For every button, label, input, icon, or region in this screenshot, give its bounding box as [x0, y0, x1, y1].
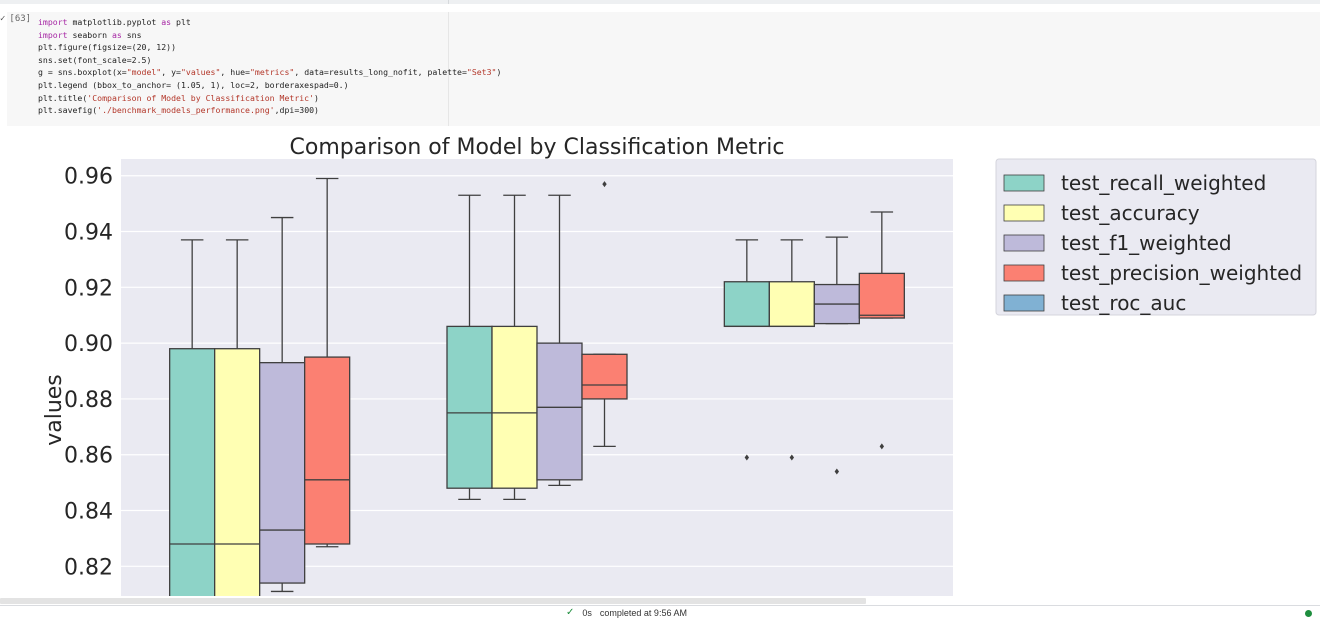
- horizontal-scrollbar[interactable]: [0, 598, 866, 604]
- previous-cell-edge: [0, 0, 1320, 4]
- y-tick-label: 0.92: [64, 276, 113, 301]
- code-cell[interactable]: [7, 12, 1320, 126]
- y-tick-label: 0.88: [64, 388, 113, 413]
- legend-box: [995, 158, 1317, 316]
- legend-swatch: [1003, 264, 1045, 282]
- box-test_recall_weighted: [169, 348, 216, 597]
- execution-count: [63]: [9, 14, 32, 24]
- code-line: sns.set(font_scale=2.5): [38, 54, 501, 67]
- y-tick-label: 0.84: [64, 500, 113, 525]
- outlier-marker: [834, 468, 840, 475]
- code-token: import: [38, 17, 68, 27]
- run-check-icon: ✓: [0, 14, 6, 24]
- boxes-layer: [169, 177, 905, 597]
- chart-title: Comparison of Model by Classification Me…: [290, 135, 785, 160]
- code-editor[interactable]: import matplotlib.pyplot as plt import se…: [38, 16, 501, 117]
- code-line: plt.title('Comparison of Model by Classi…: [38, 92, 501, 105]
- legend-label: test_roc_auc: [1061, 291, 1186, 315]
- status-check-icon: ✓: [566, 607, 575, 618]
- column-divider: [448, 0, 449, 4]
- code-line: plt.figure(figsize=(20, 12)): [38, 41, 501, 54]
- legend-swatch: [1003, 204, 1045, 222]
- y-tick-label: 0.96: [64, 165, 113, 190]
- code-token: , data=results_long_nofit, palette=: [294, 67, 467, 78]
- y-tick-label: 0.86: [64, 444, 113, 469]
- box-test_accuracy: [491, 325, 538, 489]
- completed-time: completed at 9:56 AM: [599, 607, 687, 618]
- box-test_f1_weighted: [259, 362, 306, 584]
- outlier-marker: [789, 454, 795, 461]
- code-token: import: [38, 29, 68, 40]
- box-test_accuracy: [214, 348, 261, 597]
- code-token: ): [314, 92, 319, 103]
- box-test_precision_weighted: [581, 353, 628, 400]
- outlier-marker: [879, 443, 885, 450]
- code-column-divider: [448, 12, 449, 126]
- code-token: plt.title(: [38, 92, 88, 103]
- legend-label: test_f1_weighted: [1061, 231, 1232, 255]
- y-axis-label: values: [42, 374, 67, 446]
- code-token: g = sns.boxplot(x=: [38, 67, 127, 78]
- code-line: plt.legend (bbox_to_anchor= (1.05, 1), l…: [38, 79, 501, 92]
- code-token: "model": [126, 67, 162, 78]
- boxplot-chart: 0.82 0.84 0.86 0.88 0.90 0.92 0.94 0.96 Comparis…: [42, 135, 1317, 597]
- legend-swatch: [1003, 174, 1045, 192]
- code-token: ,dpi=300): [274, 105, 319, 116]
- code-token: , y=: [161, 67, 181, 78]
- execution-status: ✓ 0s completed at 9:56 AM: [566, 607, 687, 618]
- code-line: g = sns.boxplot(x="model", y="values", h…: [38, 66, 501, 79]
- connection-status-icon[interactable]: [1305, 610, 1312, 617]
- box-test_recall_weighted: [723, 281, 770, 328]
- y-tick-label: 0.82: [64, 555, 113, 580]
- code-token: plt.savefig(: [38, 105, 98, 116]
- legend-label: test_accuracy: [1061, 201, 1200, 225]
- code-token: matplotlib.pyplot: [67, 17, 162, 27]
- code-token: ): [496, 67, 502, 78]
- cell-run-indicator[interactable]: ✓ [63]: [0, 14, 31, 24]
- code-token: as: [161, 17, 172, 27]
- box-test_recall_weighted: [446, 325, 493, 489]
- code-token: sns.set(font_scale=2.5): [38, 54, 152, 65]
- code-token: , hue=: [220, 67, 250, 78]
- box-test_f1_weighted: [536, 342, 583, 481]
- box-test_accuracy: [768, 281, 815, 328]
- legend-label: test_recall_weighted: [1061, 171, 1266, 195]
- code-token: plt.legend (bbox_to_anchor= (1.05, 1), l…: [38, 79, 349, 90]
- outlier-marker: [744, 454, 750, 461]
- code-token: "metrics": [249, 67, 295, 78]
- code-token: './benchmark_models_performance.png': [97, 105, 275, 116]
- code-line: import matplotlib.pyplot as plt: [38, 16, 501, 29]
- code-token: 'Comparison of Model by Classification M…: [87, 92, 315, 103]
- code-line: import seaborn as sns: [38, 29, 501, 42]
- execution-duration: 0s: [582, 607, 592, 618]
- outlier-marker: [602, 181, 607, 188]
- code-token: plt.figure(figsize=(20, 12)): [38, 42, 177, 53]
- code-token: "Set3": [466, 67, 497, 78]
- code-token: "values": [180, 67, 221, 78]
- code-token: plt: [171, 17, 191, 27]
- box-test_precision_weighted: [304, 356, 351, 545]
- code-token: sns: [121, 29, 142, 40]
- code-token: as: [111, 29, 122, 40]
- code-line: plt.savefig('./benchmark_models_performa…: [38, 104, 501, 117]
- legend-swatch: [1003, 234, 1045, 252]
- y-tick-label: 0.90: [64, 332, 113, 357]
- status-divider: [0, 605, 1320, 606]
- box-test_precision_weighted: [858, 272, 905, 319]
- legend-swatch: [1003, 294, 1045, 312]
- y-tick-label: 0.94: [64, 221, 113, 246]
- status-bar: ✓ 0s completed at 9:56 AM: [0, 606, 1320, 620]
- legend-label: test_precision_weighted: [1061, 261, 1302, 285]
- code-token: seaborn: [67, 29, 112, 40]
